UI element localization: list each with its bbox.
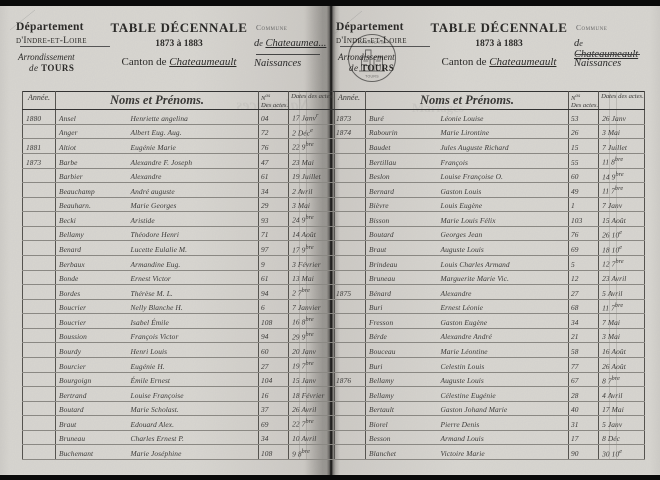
svg-text:R.FRANCAISE: R.FRANCAISE xyxy=(358,41,386,45)
svg-text:TOURS: TOURS xyxy=(365,75,379,79)
